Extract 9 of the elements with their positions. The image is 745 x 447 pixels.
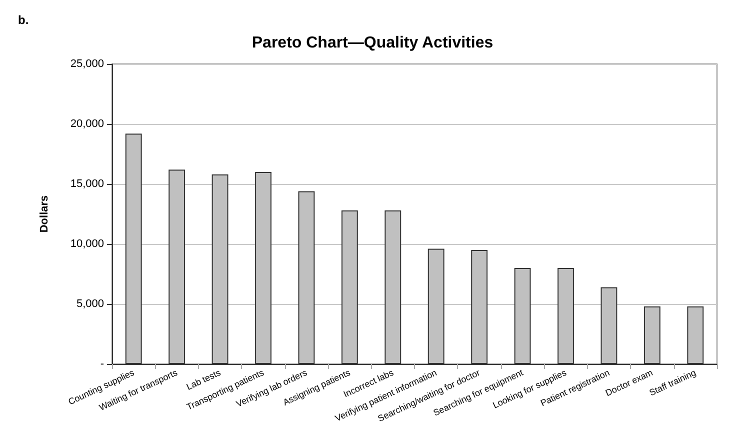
y-tick-label: 20,000 bbox=[70, 118, 104, 130]
y-tick-label: 25,000 bbox=[70, 58, 104, 70]
chart-title: Pareto Chart—Quality Activities bbox=[252, 34, 494, 52]
text: b. bbox=[18, 13, 29, 27]
y-tick-label: 15,000 bbox=[70, 178, 104, 190]
y-tick-label: 5,000 bbox=[76, 298, 104, 310]
y-axis-title: Dollars bbox=[38, 195, 50, 233]
y-tick-label: 10,000 bbox=[70, 238, 104, 250]
y-tick-label: - bbox=[100, 358, 104, 370]
